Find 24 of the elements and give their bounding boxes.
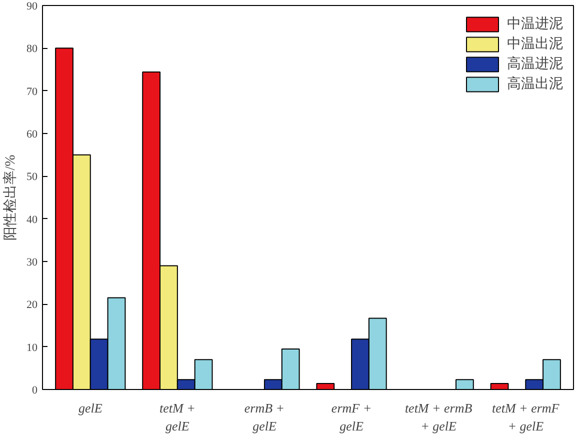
x-tick-label: gelE <box>78 400 102 416</box>
x-tick-label: ermB + gelE <box>244 400 285 434</box>
y-tick-label: 70 <box>26 86 38 98</box>
y-tick-label: 30 <box>26 256 38 268</box>
y-tick-label: 50 <box>26 171 38 184</box>
x-tick-label: tetM + ermB + gelE <box>404 400 472 434</box>
y-axis-title: 阳性检出率/% <box>2 154 18 240</box>
bar <box>455 379 474 390</box>
y-tick-label: 10 <box>26 342 38 354</box>
legend-label: 中温出泥 <box>507 36 563 53</box>
legend-label: 中温进泥 <box>507 16 563 33</box>
x-tick-label: tetM + ermF + gelE <box>492 400 560 434</box>
legend-label: 高温进泥 <box>507 55 563 73</box>
bar <box>316 383 335 390</box>
y-tick-label: 20 <box>26 299 38 312</box>
y-tick-label: 0 <box>32 384 38 396</box>
y-tick-label: 60 <box>26 128 38 140</box>
legend-label: 高温出泥 <box>507 75 563 93</box>
y-tick-label: 40 <box>26 214 38 226</box>
bar <box>490 383 509 390</box>
x-tick-label: ermF + gelE <box>331 400 372 434</box>
x-tick-label: tetM + gelE <box>160 400 196 434</box>
y-tick-label: 80 <box>26 43 38 56</box>
y-tick-label: 90 <box>26 0 38 12</box>
